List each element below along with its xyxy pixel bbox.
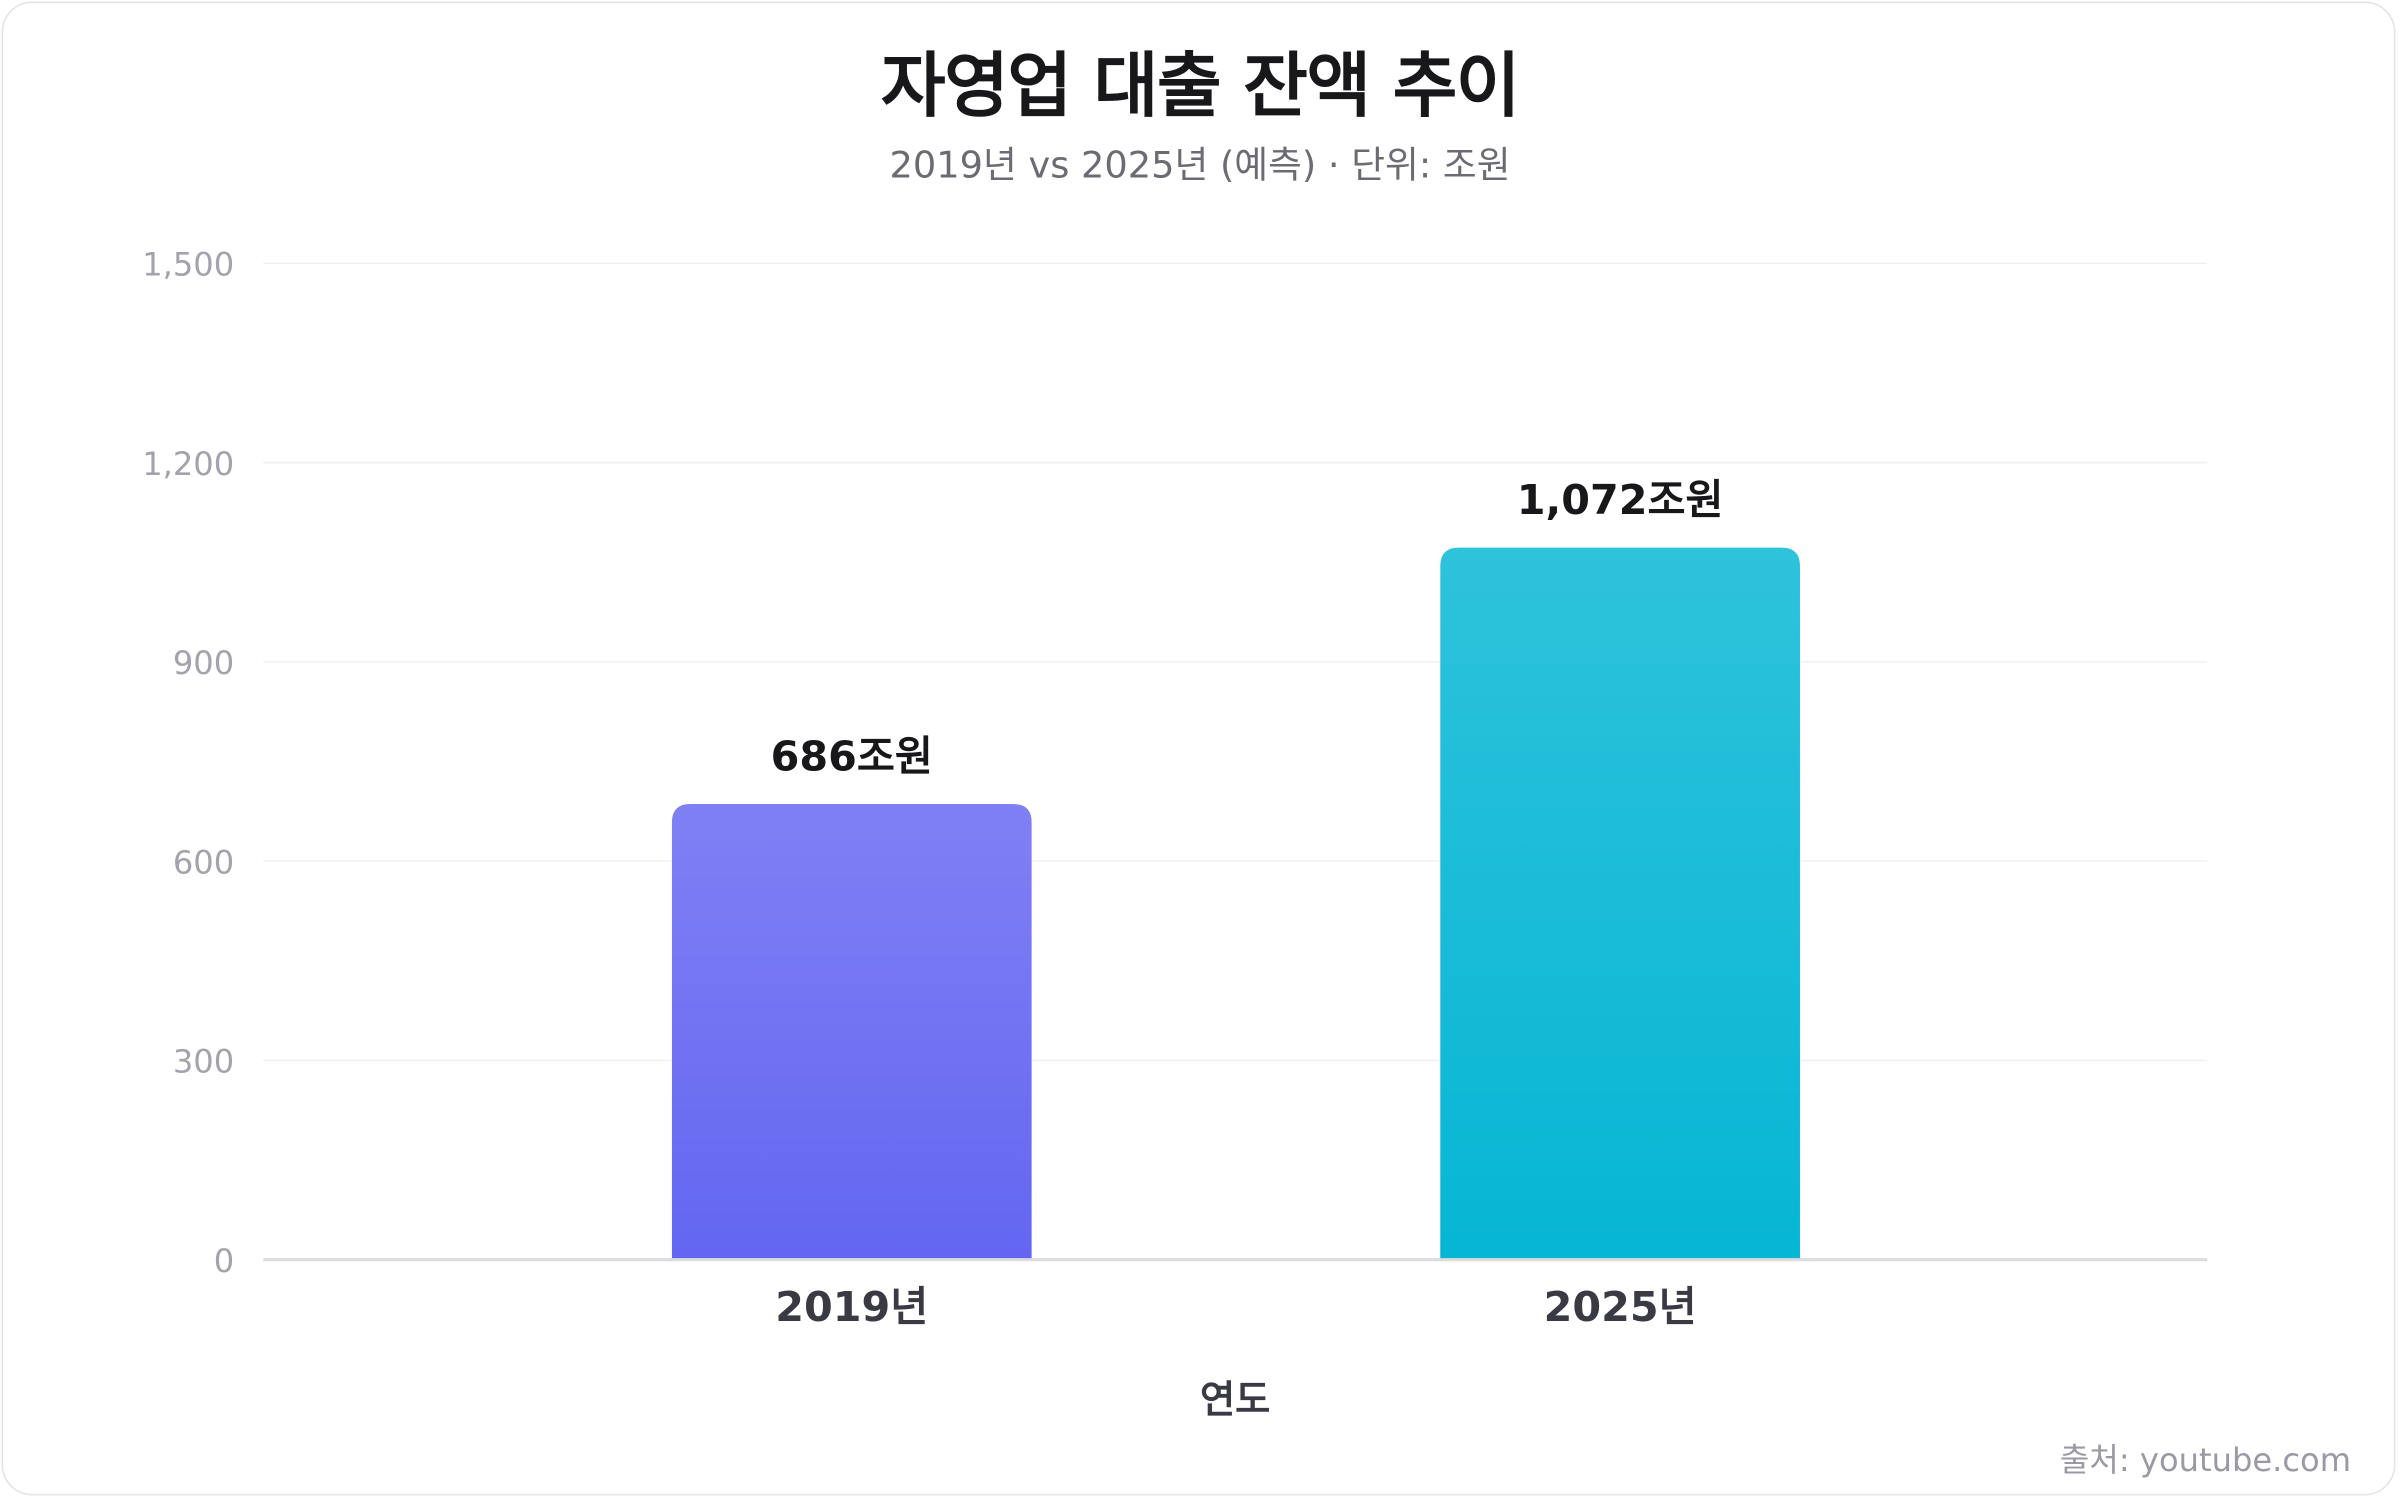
source-note: 출처: youtube.com: [2059, 1441, 2352, 1479]
y-tick-label: 1,500: [142, 246, 234, 284]
data-label: 1,072조원: [1517, 476, 1724, 524]
data-label: 686조원: [771, 732, 933, 780]
y-tick-label: 1,200: [142, 445, 234, 483]
chart-title: 자영업 대출 잔액 추이: [880, 44, 1521, 128]
bar-2019년: [671, 803, 1032, 1260]
chart-subtitle: 2019년 vs 2025년 (예측) · 단위: 조원: [889, 143, 1511, 187]
y-tick-label: 600: [173, 843, 234, 881]
x-axis-title: 연도: [1200, 1378, 1270, 1423]
y-tick-label: 0: [214, 1242, 234, 1280]
bar-2025년: [1440, 547, 1800, 1260]
x-tick-label: 2019년: [775, 1283, 928, 1331]
y-tick-label: 900: [173, 644, 234, 682]
x-tick-label: 2025년: [1544, 1283, 1697, 1331]
y-tick-label: 300: [173, 1043, 234, 1081]
